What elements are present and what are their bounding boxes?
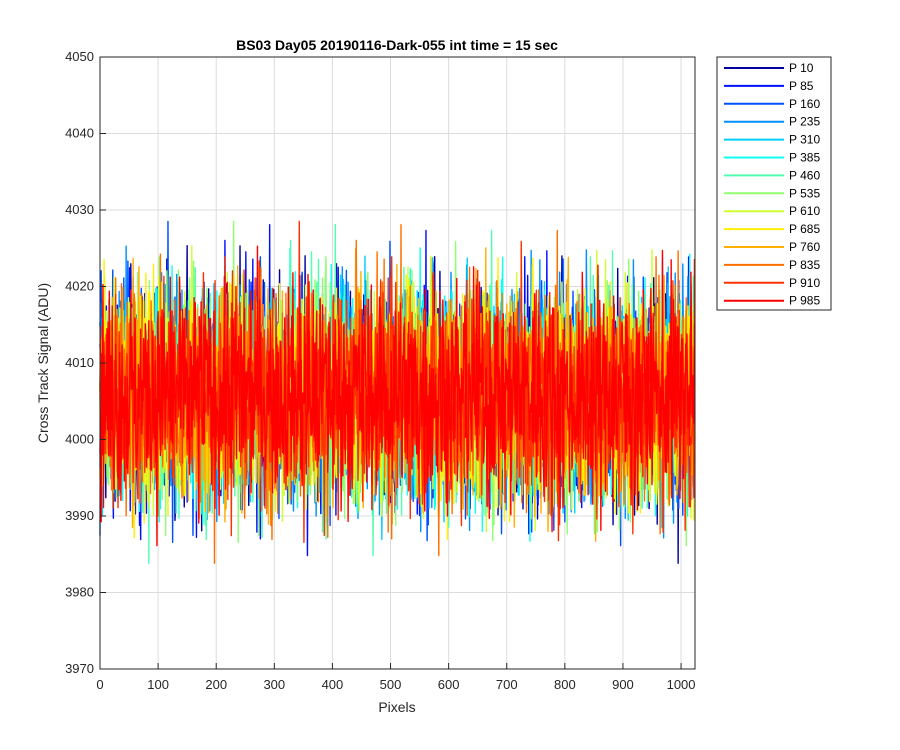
- legend-label: P 835: [789, 258, 820, 272]
- legend-box: [716, 56, 832, 311]
- y-tick-label: 4030: [65, 202, 94, 217]
- legend-label: P 85: [789, 79, 814, 93]
- y-tick-label: 4040: [65, 126, 94, 141]
- y-axis: 3970 3980 3990 4000 4010 4020 4030 4040 4050: [65, 49, 106, 676]
- y-tick-label: 3980: [65, 585, 94, 600]
- x-tick-label: 100: [147, 677, 169, 692]
- y-tick-label: 3970: [65, 661, 94, 676]
- x-tick-label: 0: [96, 677, 103, 692]
- x-tick-label: 600: [438, 677, 460, 692]
- legend-label: P 760: [789, 240, 820, 254]
- x-axis: 0 100 200 300 400 500 600 700 800 900 1000: [96, 663, 696, 692]
- legend-label: P 310: [789, 133, 820, 147]
- chart-title: BS03 Day05 20190116-Dark-055 int time = …: [236, 37, 558, 53]
- legend-label: P 385: [789, 151, 820, 165]
- y-tick-label: 3990: [65, 508, 94, 523]
- plot-area: 0 100 200 300 400 500 600 700 800 900 1000 3970 398…: [65, 49, 695, 692]
- legend: P 10 P 85 P 160 P 235 P 310 P 385 P 460 P 535 P …: [716, 56, 832, 311]
- legend-label: P 160: [789, 97, 820, 111]
- x-tick-label: 200: [205, 677, 227, 692]
- legend-label: P 610: [789, 204, 820, 218]
- legend-label: P 10: [789, 61, 814, 75]
- legend-label: P 985: [789, 294, 820, 308]
- x-axis-label: Pixels: [378, 699, 415, 715]
- y-tick-label: 4020: [65, 279, 94, 294]
- x-tick-label: 800: [554, 677, 576, 692]
- y-tick-label: 4010: [65, 355, 94, 370]
- x-tick-label: 500: [380, 677, 402, 692]
- series-line-p-985: [99, 245, 696, 547]
- series-lines: [99, 220, 696, 564]
- y-tick-label: 4050: [65, 49, 94, 64]
- legend-label: P 910: [789, 276, 820, 290]
- y-axis-label: Cross Track Signal (ADU): [35, 283, 51, 443]
- legend-label: P 685: [789, 222, 820, 236]
- x-tick-label: 1000: [667, 677, 696, 692]
- x-tick-label: 700: [496, 677, 518, 692]
- legend-label: P 235: [789, 115, 820, 129]
- x-tick-label: 900: [612, 677, 634, 692]
- x-tick-label: 400: [322, 677, 344, 692]
- y-tick-label: 4000: [65, 432, 94, 447]
- legend-label: P 535: [789, 186, 820, 200]
- x-tick-label: 300: [263, 677, 285, 692]
- legend-label: P 460: [789, 168, 820, 182]
